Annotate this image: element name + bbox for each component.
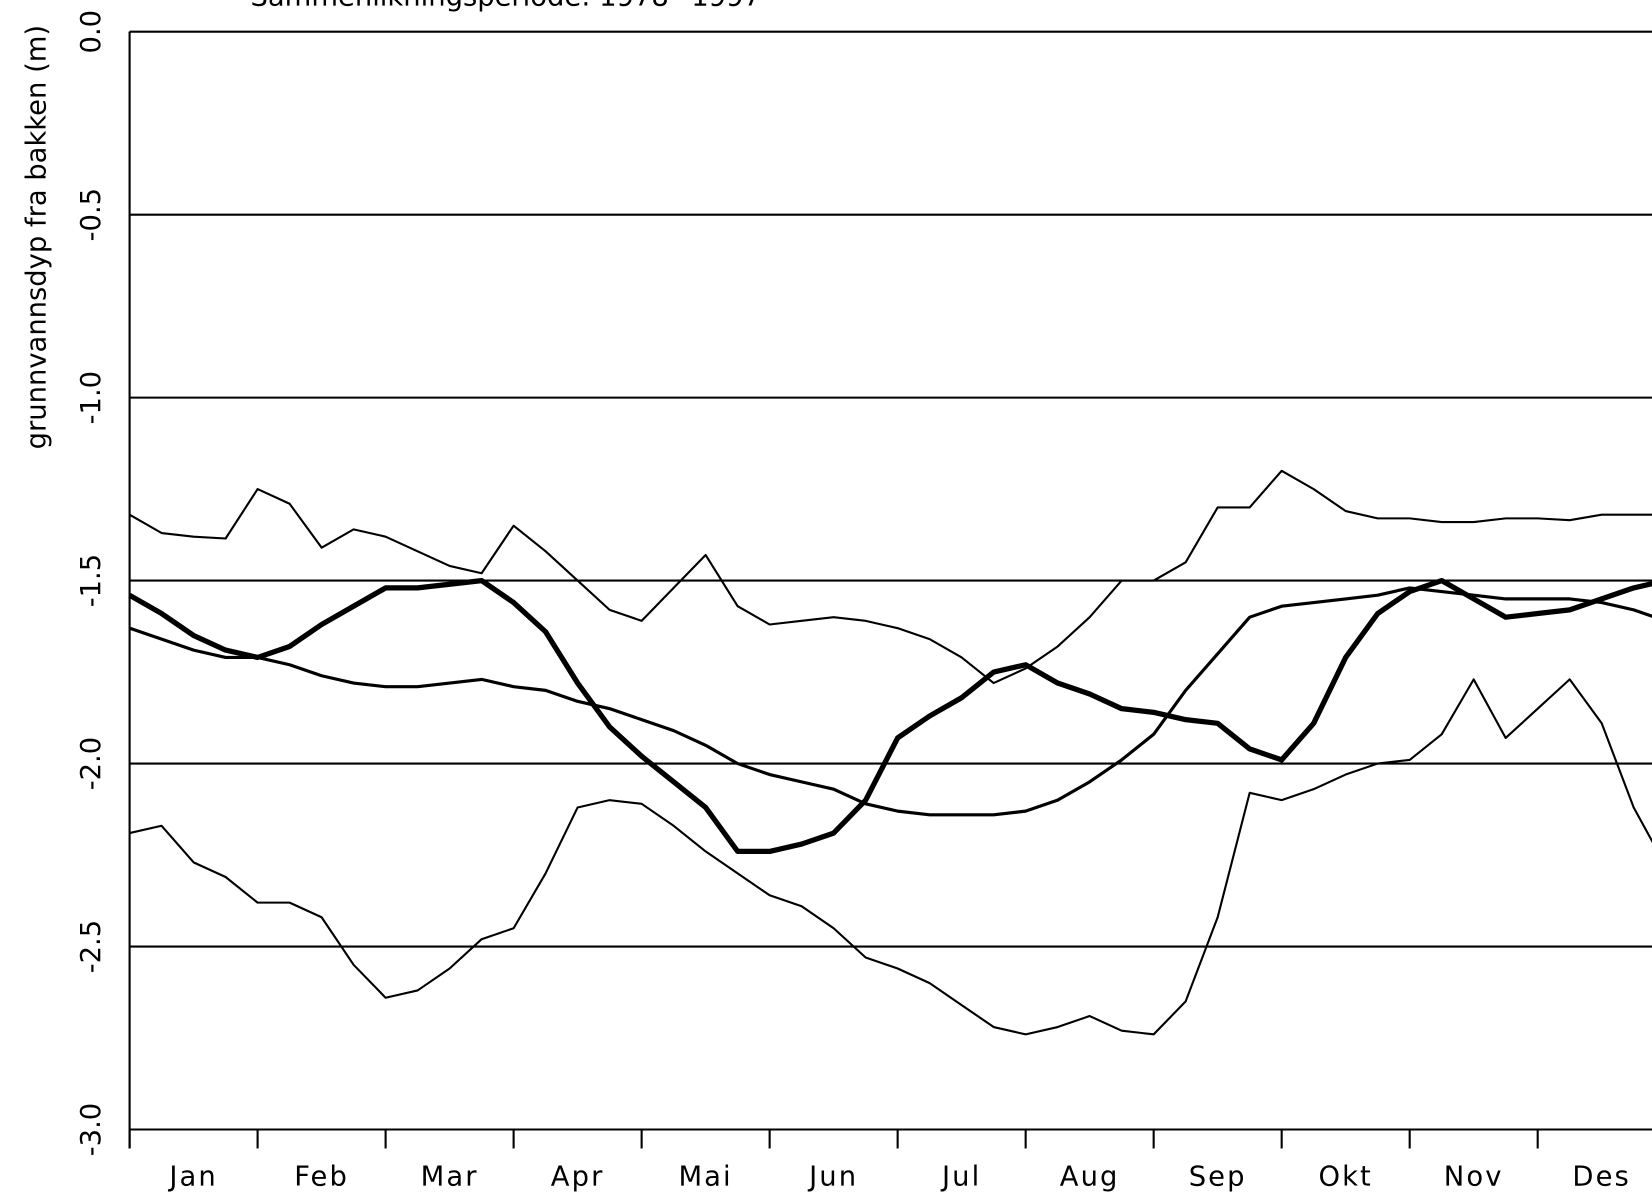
y-tick-label: -2.0 (76, 737, 107, 790)
y-tick-label: -1.5 (76, 554, 107, 607)
x-tick-label: Mai (678, 1161, 732, 1192)
x-tick-label: Jul (940, 1161, 981, 1192)
x-tick-label: Jan (167, 1161, 218, 1192)
x-tick-label: Sep (1189, 1161, 1247, 1192)
x-tick-label: Okt (1318, 1161, 1372, 1192)
x-tick-label: Apr (551, 1161, 605, 1192)
series-line (129, 678, 1652, 1036)
series-line (129, 469, 1652, 685)
x-tick-label: Des (1572, 1161, 1631, 1192)
y-tick-label: -3.0 (76, 1103, 107, 1156)
chart-title: Sammenlikningsperiode: 1978– 1997 (251, 0, 761, 12)
y-tick-label: -1.0 (76, 371, 107, 424)
x-tick-label: Mar (421, 1161, 479, 1192)
series-line (128, 577, 1652, 855)
y-axis-label: grunnvannsdyp fra bakken (m) (21, 25, 52, 449)
series-line (129, 586, 1652, 817)
x-tick-label: Feb (294, 1161, 349, 1192)
y-tick-label: -2.5 (76, 920, 107, 973)
x-tick-label: Jun (807, 1161, 858, 1192)
x-tick-label: Nov (1444, 1161, 1504, 1192)
y-tick-label: 0.0 (76, 10, 107, 54)
y-tick-label: -0.5 (76, 188, 107, 241)
x-tick-label: Aug (1060, 1161, 1120, 1192)
